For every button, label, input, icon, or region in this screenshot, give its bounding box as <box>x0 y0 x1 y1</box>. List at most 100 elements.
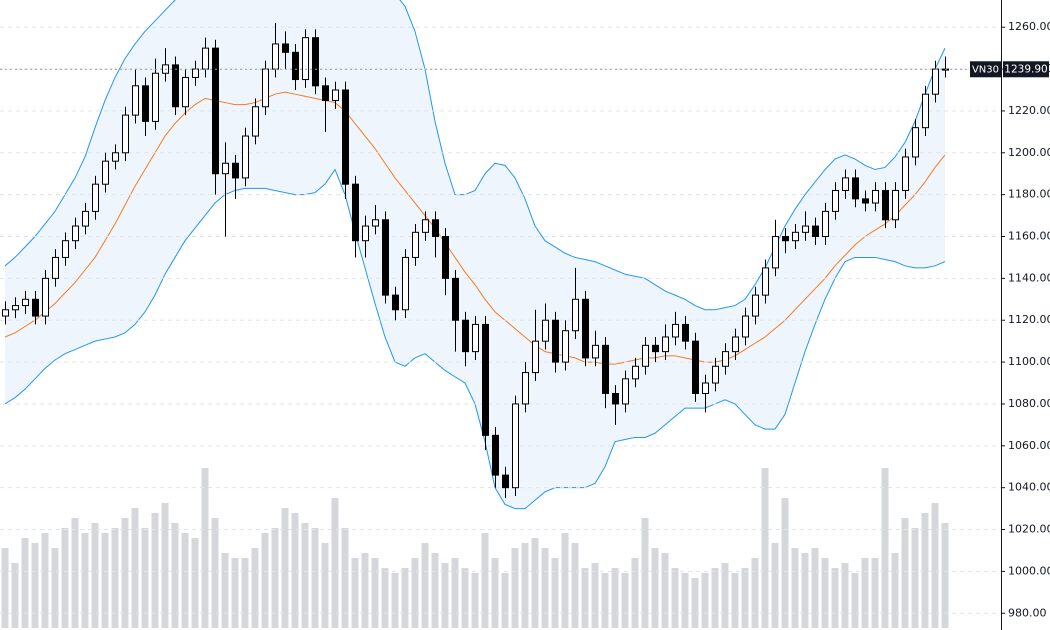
volume-bar <box>931 503 939 628</box>
candle-body <box>142 85 149 122</box>
candle-body <box>22 298 29 307</box>
volume-bar <box>701 573 709 628</box>
volume-bar <box>411 558 419 628</box>
volume-bar <box>371 558 379 628</box>
candle-body <box>482 323 489 436</box>
candle-body <box>82 210 89 227</box>
candle-body <box>892 189 899 221</box>
volume-bar <box>461 568 469 628</box>
volume-bar <box>191 538 199 628</box>
candle-body <box>802 225 809 233</box>
candle-body <box>132 85 139 116</box>
volume-bar <box>721 563 729 628</box>
candle-body <box>102 160 109 185</box>
candle-body <box>92 183 99 212</box>
candle-body <box>762 267 769 296</box>
volume-bar <box>491 558 499 628</box>
volume-bar <box>561 533 569 628</box>
volume-bar <box>661 553 669 628</box>
volume-bar <box>671 568 679 628</box>
candle-body <box>52 256 59 279</box>
volume-bar <box>511 548 519 628</box>
volume-bar <box>841 563 849 628</box>
volume-bar <box>871 558 879 628</box>
candle-body <box>712 365 719 384</box>
candle-body <box>532 340 539 374</box>
candle-body <box>592 344 599 359</box>
volume-bar <box>751 558 759 628</box>
candle-body <box>322 85 329 101</box>
candle-body <box>502 474 509 489</box>
candle-body <box>332 89 339 101</box>
volume-bar <box>471 573 479 628</box>
candle-body <box>902 156 909 191</box>
candle-body <box>212 47 219 175</box>
candle-body <box>192 68 199 78</box>
candle-body <box>722 351 729 367</box>
candle-body <box>402 256 409 311</box>
volume-bar <box>851 573 859 628</box>
y-tick-label: 1100.00 <box>1008 355 1050 368</box>
candle-body <box>732 336 739 353</box>
candle-body <box>172 64 179 108</box>
candle-body <box>62 240 69 258</box>
candle-body <box>282 43 289 53</box>
volume-bar <box>91 523 99 628</box>
candle-body <box>422 219 429 233</box>
candle-body <box>472 323 479 353</box>
volume-bar <box>301 523 309 628</box>
y-tick-label: 1080.00 <box>1008 397 1050 410</box>
candle-body <box>692 340 699 394</box>
volume-bar <box>161 503 169 628</box>
volume-bar <box>1 548 9 628</box>
candle-body <box>782 236 789 242</box>
candle-body <box>412 231 419 258</box>
volume-bar <box>681 573 689 628</box>
volume-bar <box>101 533 109 628</box>
candle-body <box>262 68 269 108</box>
candle-body <box>872 189 879 204</box>
y-tick-label: 1060.00 <box>1008 439 1050 452</box>
volume-bar <box>41 533 49 628</box>
candle-body <box>362 225 369 242</box>
volume-bar <box>341 528 349 628</box>
candle-body <box>222 162 229 175</box>
candle-body <box>382 219 389 296</box>
candle-body <box>242 135 249 179</box>
candle-body <box>672 323 679 338</box>
candle-body <box>792 231 799 242</box>
candle-body <box>622 378 629 405</box>
volume-bar <box>541 548 549 628</box>
volume-bar <box>141 528 149 628</box>
candle-body <box>702 382 709 394</box>
volume-bar <box>241 558 249 628</box>
candle-body <box>462 319 469 353</box>
y-tick-label: 1200.00 <box>1008 146 1050 159</box>
candle-body <box>12 305 19 311</box>
candle-body <box>822 210 829 238</box>
volume-bar <box>761 468 769 628</box>
volume-bar <box>311 528 319 628</box>
volume-bar <box>501 573 509 628</box>
volume-bar <box>821 558 829 628</box>
candle-body <box>42 277 49 317</box>
y-tick-label: 1120.00 <box>1008 313 1050 326</box>
volume-bar <box>151 513 159 628</box>
candle-body <box>152 72 159 122</box>
volume-bar <box>271 528 279 628</box>
volume-bar <box>401 568 409 628</box>
volume-bar <box>331 498 339 628</box>
candle-body <box>652 344 659 353</box>
volume-bar <box>291 513 299 628</box>
price-badge <box>1003 61 1049 78</box>
candle-body <box>2 309 9 317</box>
candle-body <box>522 372 529 405</box>
volume-bar <box>451 558 459 628</box>
candle-body <box>312 37 319 87</box>
candle-body <box>912 127 919 158</box>
y-tick-label: 1140.00 <box>1008 271 1050 284</box>
volume-bar <box>81 533 89 628</box>
volume-bar <box>641 518 649 628</box>
candle-body <box>842 177 849 191</box>
